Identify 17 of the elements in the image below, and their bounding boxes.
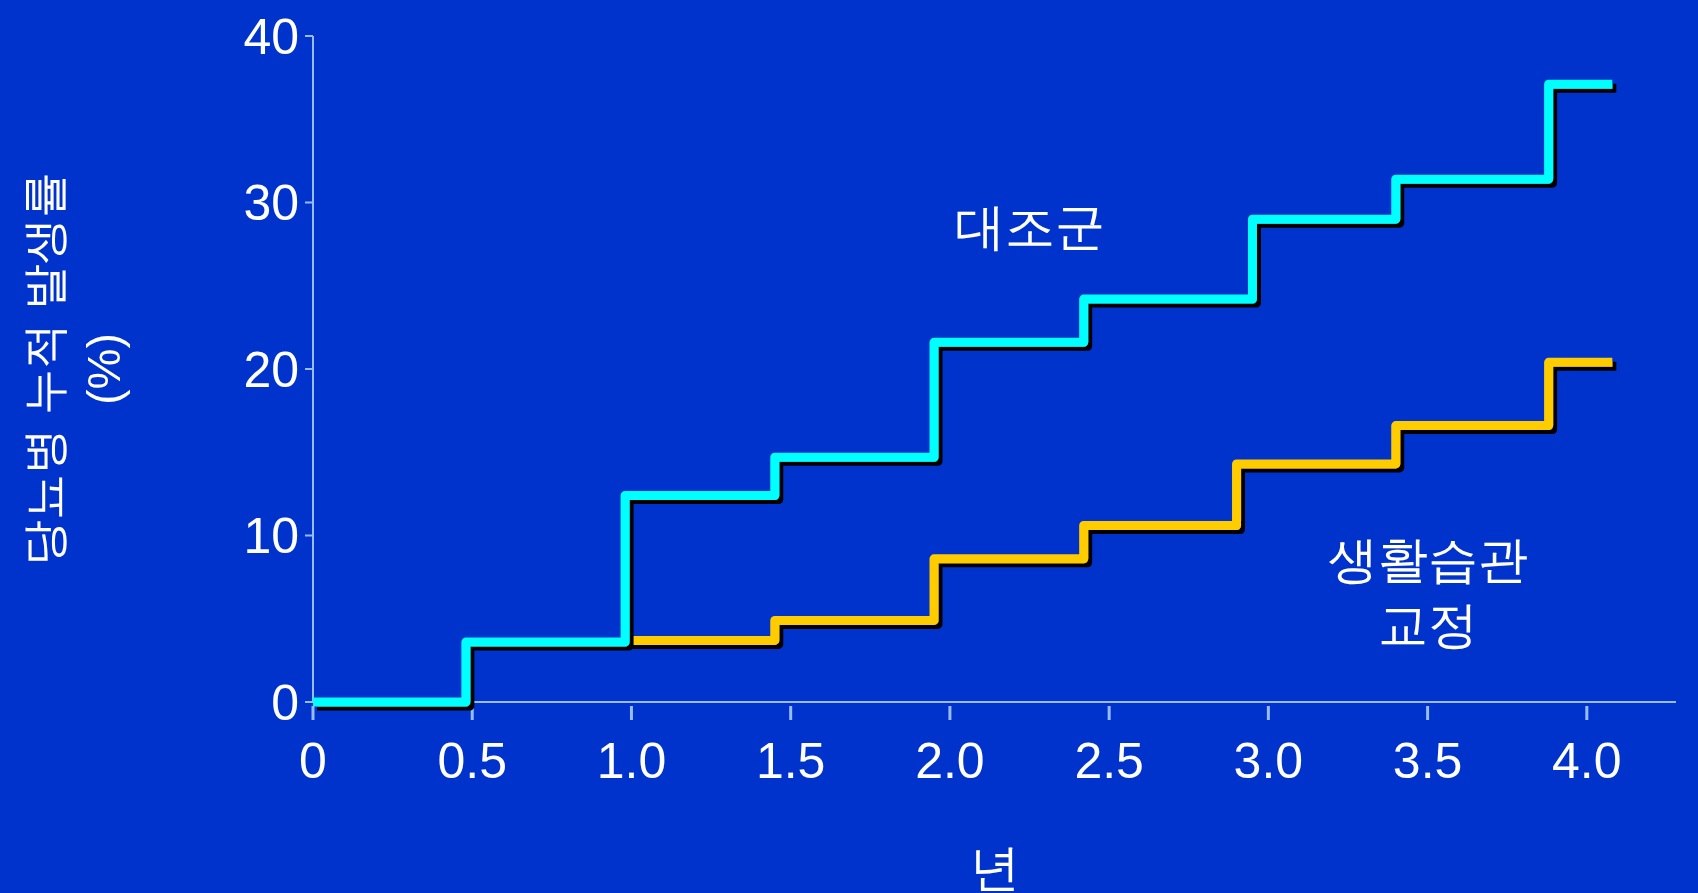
x-tick-label: 2.0 (915, 733, 985, 789)
x-tick-label: 2.5 (1074, 733, 1144, 789)
y-tick-label: 10 (243, 508, 299, 564)
x-tick-label: 1.0 (596, 733, 667, 789)
x-tick-label: 4.0 (1552, 733, 1622, 789)
x-tick-label: 3.5 (1392, 733, 1463, 789)
y-tick-label: 30 (243, 175, 299, 231)
x-axis-title: 년 (969, 840, 1020, 893)
x-tick-label: 0.5 (437, 733, 507, 789)
y-tick-label: 40 (243, 8, 299, 65)
series-label: 대조군 (954, 199, 1105, 256)
x-tick-label: 3.0 (1233, 733, 1304, 789)
series-label: 생활습관 교정 (1327, 532, 1528, 654)
y-tick-label: 20 (243, 341, 299, 398)
x-tick-label: 1.5 (755, 733, 826, 789)
y-tick-label: 0 (271, 674, 299, 731)
y-axis-title: 당뇨병 누적 발생률 (%) (18, 172, 130, 566)
